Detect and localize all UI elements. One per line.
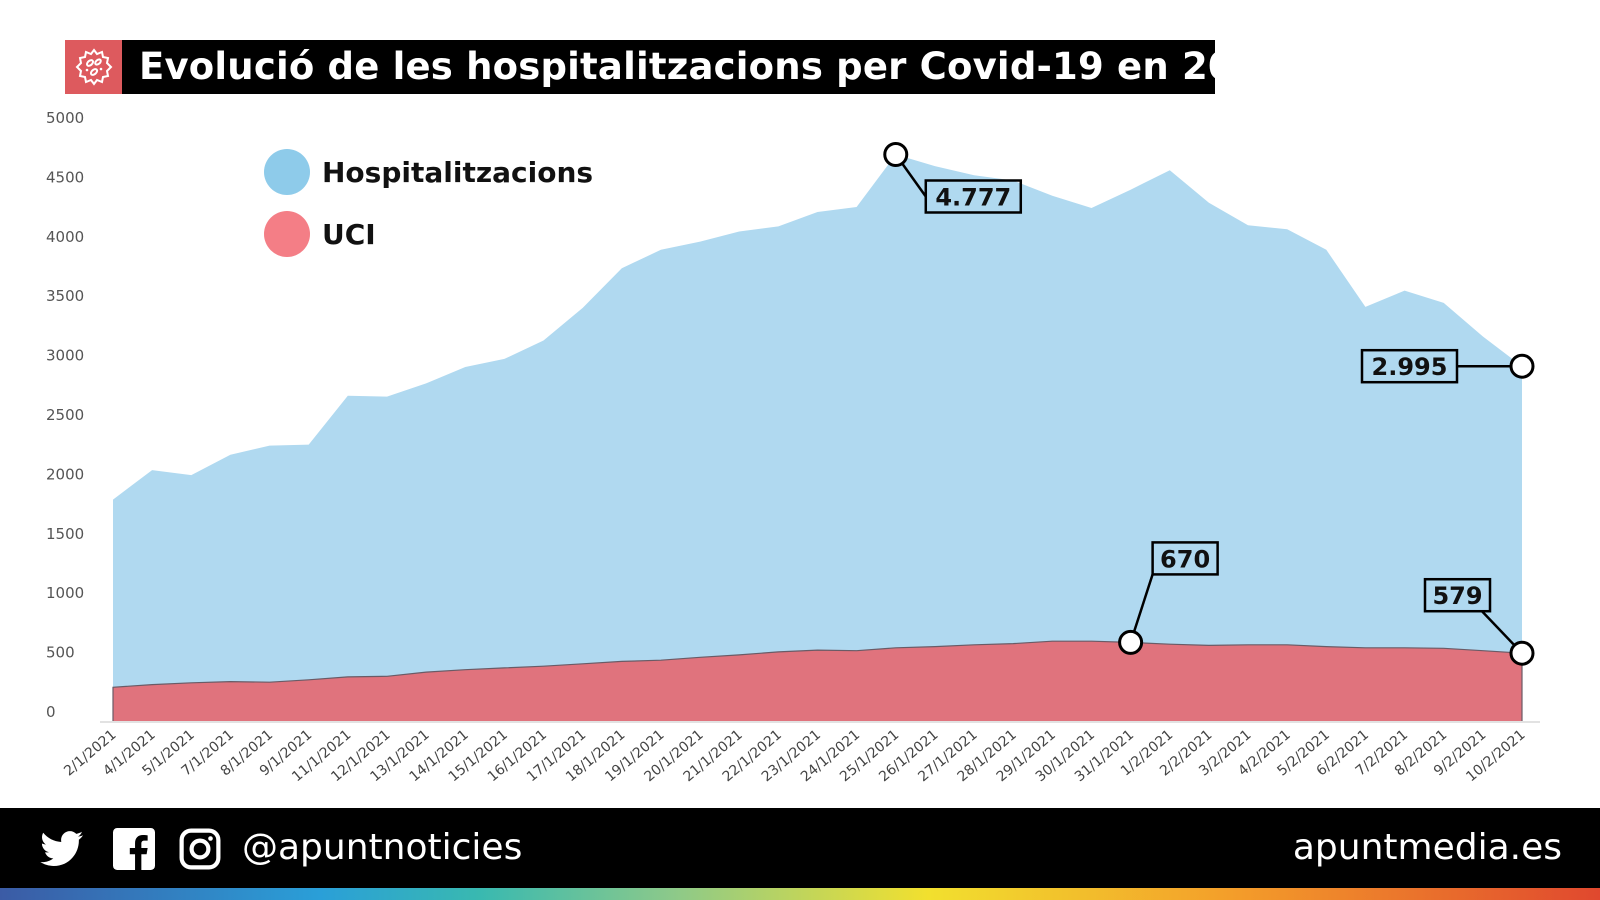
area-hospitalitzacions — [113, 154, 1522, 722]
website-link[interactable]: apuntmedia.es — [1292, 827, 1562, 868]
area-uci — [112, 640, 1523, 723]
annotation-label: 2.995 — [1372, 353, 1448, 381]
y-tick-label: 3500 — [46, 287, 84, 305]
social-handle[interactable]: @apuntnoticies — [242, 827, 523, 868]
x-axis-ticks: 2/1/20214/1/20215/1/20217/1/20218/1/2021… — [61, 727, 1528, 785]
legend-label: UCI — [322, 218, 376, 251]
annotation-box — [1151, 541, 1219, 576]
twitter-icon[interactable] — [40, 828, 84, 870]
y-tick-label: 3000 — [46, 347, 84, 365]
facebook-icon[interactable] — [112, 828, 156, 870]
title-bar: Evolució de les hospitalitzacions per Co… — [65, 40, 1286, 94]
area-chart: 0 500 1000 1500 2000 2500 3000 3500 4000 4500 5000… — [46, 109, 1540, 785]
chart-areas — [112, 154, 1523, 723]
chart-title: Evolució de les hospitalitzacions per Co… — [139, 45, 1286, 88]
annotation-box — [1423, 577, 1492, 613]
title-icon-box — [65, 40, 122, 94]
footer: @apuntnoticies apuntmedia.es — [0, 808, 1600, 888]
annotation-marker — [1118, 629, 1144, 655]
y-tick-label: 500 — [46, 644, 75, 662]
brand-gradient-strip — [0, 888, 1600, 900]
annotation-label: 670 — [1160, 545, 1210, 573]
instagram-icon[interactable] — [178, 828, 222, 870]
annotation-label: 4.777 — [935, 183, 1011, 211]
y-tick-label: 2500 — [46, 406, 84, 424]
y-tick-label: 4000 — [46, 228, 84, 246]
y-tick-label: 5000 — [46, 109, 84, 127]
legend-swatch — [264, 149, 310, 195]
y-tick-label: 2000 — [46, 465, 84, 483]
y-tick-label: 1500 — [46, 525, 84, 543]
virus-icon — [75, 48, 112, 86]
legend-swatch — [264, 211, 310, 257]
annotation-marker — [1509, 640, 1535, 666]
annotations: 4.777 2.995 670 579 — [883, 141, 1535, 666]
legend-label: Hospitalitzacions — [322, 156, 593, 189]
annotation-box — [924, 179, 1023, 214]
y-tick-label: 1000 — [46, 584, 84, 602]
legend: Hospitalitzacions UCI — [264, 149, 593, 257]
y-tick-label: 4500 — [46, 168, 84, 186]
y-axis-ticks: 0 500 1000 1500 2000 2500 3000 3500 4000 4500 5000 — [46, 109, 84, 721]
annotation-label: 579 — [1432, 582, 1482, 610]
annotation-box — [1360, 348, 1459, 384]
annotation-marker — [883, 141, 909, 167]
annotation-marker — [1509, 353, 1535, 379]
y-tick-label: 0 — [46, 703, 56, 721]
